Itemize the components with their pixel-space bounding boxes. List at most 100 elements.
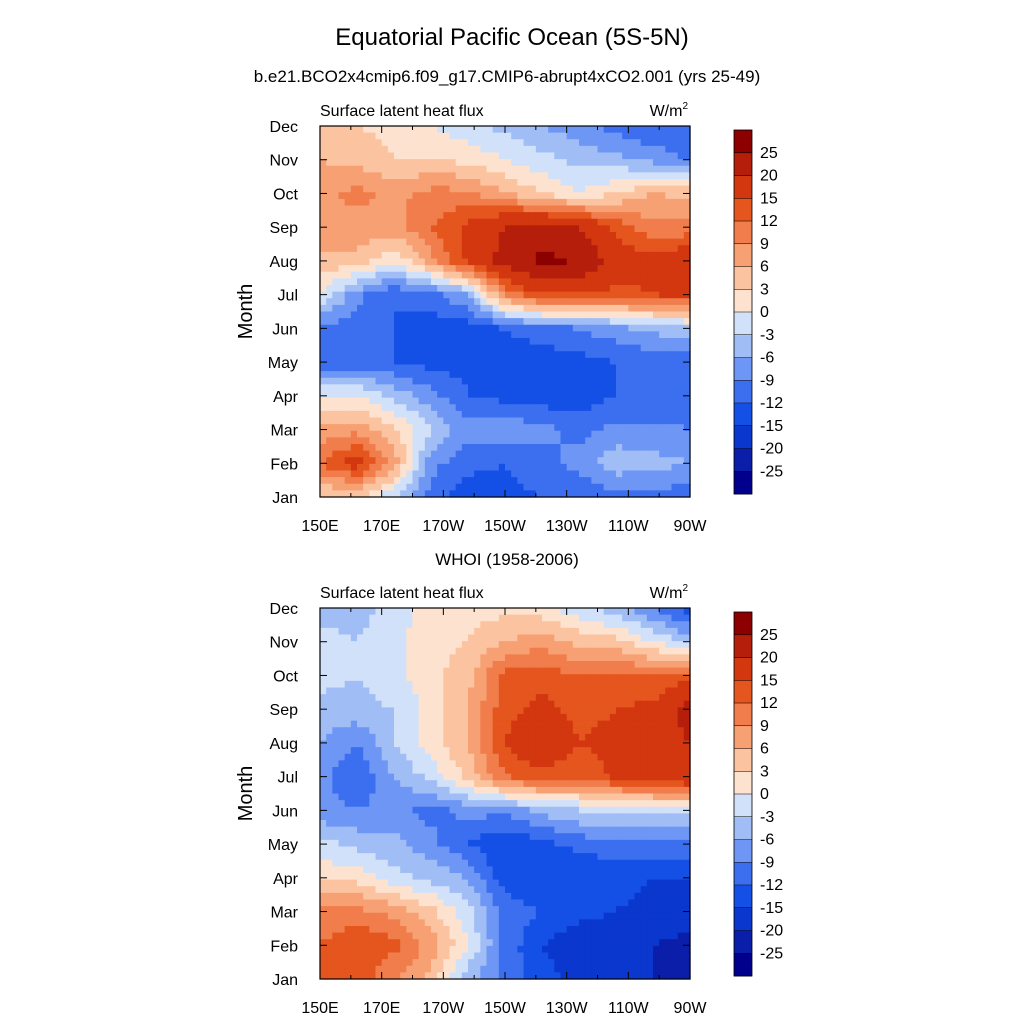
- heatmap-cell: [622, 139, 629, 146]
- heatmap-cell: [653, 365, 660, 372]
- heatmap-cell: [363, 345, 370, 352]
- heatmap-cell: [406, 285, 413, 292]
- heatmap-cell: [363, 681, 370, 688]
- heatmap-cell: [536, 451, 543, 458]
- heatmap-cell: [573, 484, 580, 491]
- heatmap-cell: [320, 694, 327, 701]
- heatmap-cell: [524, 139, 531, 146]
- heatmap-cell: [554, 259, 561, 266]
- heatmap-cell: [351, 166, 358, 173]
- heatmap-cell: [517, 727, 524, 734]
- heatmap-cell: [585, 259, 592, 266]
- heatmap-cell: [369, 694, 376, 701]
- heatmap-cell: [339, 139, 346, 146]
- heatmap-cell: [536, 621, 543, 628]
- heatmap-cell: [641, 159, 648, 166]
- heatmap-cell: [647, 714, 654, 721]
- heatmap-cell: [659, 424, 666, 431]
- heatmap-cell: [394, 298, 401, 305]
- heatmap-cell: [419, 172, 426, 179]
- heatmap-cell: [647, 477, 654, 484]
- heatmap-cell: [530, 325, 537, 332]
- heatmap-cell: [530, 477, 537, 484]
- heatmap-cell: [326, 411, 333, 418]
- heatmap-cell: [326, 126, 333, 133]
- heatmap-cell: [665, 411, 672, 418]
- heatmap-cell: [653, 391, 660, 398]
- heatmap-cell: [450, 741, 457, 748]
- heatmap-cell: [487, 245, 494, 252]
- heatmap-cell: [635, 192, 642, 199]
- heatmap-cell: [499, 338, 506, 345]
- heatmap-cell: [357, 754, 364, 761]
- heatmap-cell: [394, 232, 401, 239]
- heatmap-cell: [450, 424, 457, 431]
- heatmap-cell: [628, 219, 635, 226]
- heatmap-cell: [437, 212, 444, 219]
- heatmap-cell: [579, 648, 586, 655]
- heatmap-cell: [548, 252, 555, 259]
- heatmap-cell: [524, 285, 531, 292]
- heatmap-cell: [351, 418, 358, 425]
- heatmap-cell: [604, 358, 611, 365]
- heatmap-cell: [400, 674, 407, 681]
- colorbar-tick-label: 20: [760, 168, 778, 185]
- heatmap-cell: [406, 338, 413, 345]
- heatmap-cell: [499, 621, 506, 628]
- heatmap-cell: [363, 464, 370, 471]
- heatmap-cell: [678, 225, 685, 232]
- heatmap-cell: [406, 172, 413, 179]
- heatmap-cell: [345, 674, 352, 681]
- heatmap-cell: [450, 259, 457, 266]
- heatmap-cell: [604, 146, 611, 153]
- heatmap-cell: [413, 674, 420, 681]
- heatmap-cell: [406, 767, 413, 774]
- heatmap-cell: [468, 471, 475, 478]
- heatmap-cell: [604, 325, 611, 332]
- heatmap-cell: [382, 707, 389, 714]
- heatmap-cell: [622, 398, 629, 405]
- heatmap-cell: [351, 153, 358, 160]
- heatmap-cell: [320, 272, 327, 279]
- heatmap-cell: [450, 694, 457, 701]
- heatmap-cell: [376, 391, 383, 398]
- heatmap-cell: [425, 325, 432, 332]
- heatmap-cell: [351, 272, 358, 279]
- heatmap-cell: [524, 701, 531, 708]
- heatmap-cell: [672, 694, 679, 701]
- heatmap-cell: [406, 424, 413, 431]
- heatmap-cell: [616, 471, 623, 478]
- heatmap-cell: [462, 635, 469, 642]
- heatmap-cell: [388, 464, 395, 471]
- heatmap-cell: [604, 424, 611, 431]
- heatmap-cell: [604, 298, 611, 305]
- heatmap-cell: [672, 126, 679, 133]
- heatmap-cell: [653, 312, 660, 319]
- heatmap-cell: [363, 391, 370, 398]
- heatmap-cell: [480, 166, 487, 173]
- heatmap-cell: [351, 404, 358, 411]
- heatmap-cell: [672, 767, 679, 774]
- heatmap-cell: [628, 345, 635, 352]
- heatmap-cell: [573, 767, 580, 774]
- heatmap-cell: [369, 635, 376, 642]
- heatmap-cell: [487, 305, 494, 312]
- heatmap-cell: [468, 179, 475, 186]
- heatmap-cell: [474, 641, 481, 648]
- heatmap-cell: [505, 232, 512, 239]
- heatmap-cell: [511, 325, 518, 332]
- heatmap-cell: [462, 444, 469, 451]
- heatmap-cell: [431, 245, 438, 252]
- heatmap-cell: [517, 701, 524, 708]
- heatmap-cell: [554, 245, 561, 252]
- heatmap-cell: [493, 239, 500, 246]
- heatmap-cell: [400, 252, 407, 259]
- heatmap-cell: [388, 471, 395, 478]
- heatmap-cell: [320, 418, 327, 425]
- heatmap-cell: [542, 331, 549, 338]
- heatmap-cell: [345, 312, 352, 319]
- heatmap-cell: [530, 760, 537, 767]
- heatmap-cell: [363, 206, 370, 213]
- heatmap-cell: [530, 272, 537, 279]
- heatmap-cell: [659, 615, 666, 622]
